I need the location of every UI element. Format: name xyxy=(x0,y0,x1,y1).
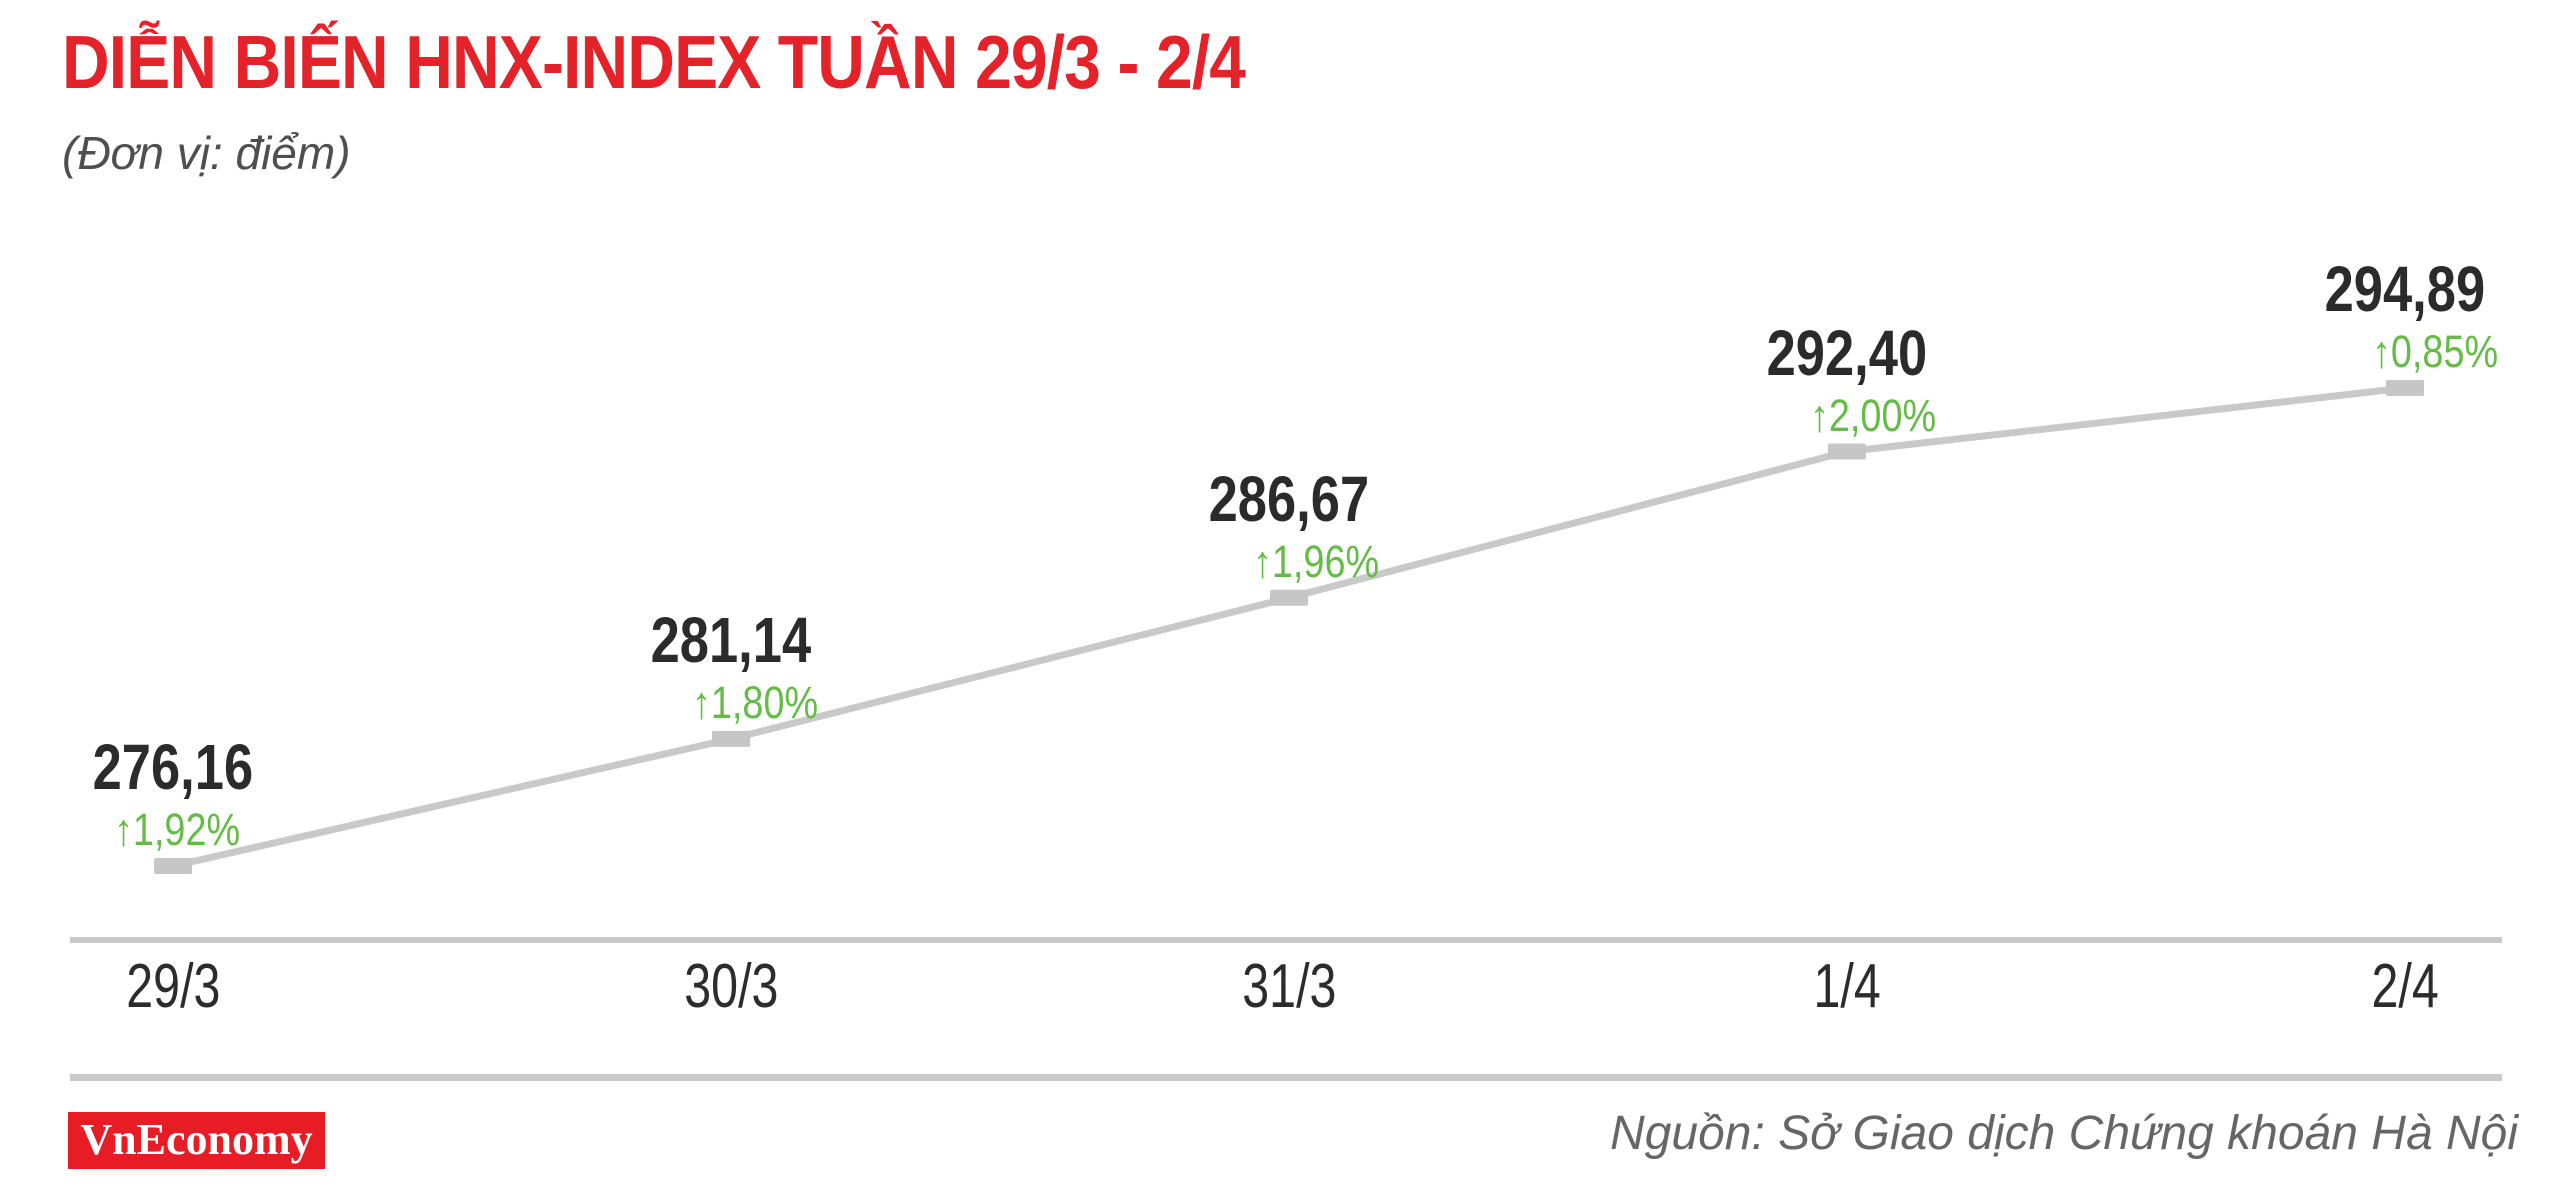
up-arrow-icon: ↑ xyxy=(1252,535,1272,587)
up-arrow-icon: ↑ xyxy=(2371,326,2391,377)
value-label: 292,40 xyxy=(1766,316,1928,389)
x-axis-label: 30/3 xyxy=(683,952,779,1021)
up-arrow-icon: ↑ xyxy=(1809,389,1829,441)
change-label: ↑2,00% xyxy=(1809,389,1937,441)
chart-unit-label: (Đơn vị: điểm) xyxy=(62,127,351,179)
source-credit: Nguồn: Sở Giao dịch Chứng khoán Hà Nội xyxy=(1610,1107,2518,1160)
x-axis-label: 31/3 xyxy=(1241,952,1337,1021)
x-axis-label: 2/4 xyxy=(2371,952,2439,1021)
chart-title: DIỄN BIẾN HNX-INDEX TUẦN 29/3 - 2/4 xyxy=(62,20,1246,104)
change-label: ↑1,80% xyxy=(691,676,819,728)
data-point-marker xyxy=(1270,589,1308,606)
up-arrow-icon: ↑ xyxy=(691,676,711,728)
x-axis-line xyxy=(70,937,2502,943)
value-label: 281,14 xyxy=(650,603,812,676)
change-label: ↑0,85% xyxy=(2371,326,2499,377)
change-label: ↑1,92% xyxy=(113,804,241,855)
value-label: 276,16 xyxy=(92,731,254,803)
x-axis-label: 1/4 xyxy=(1813,952,1881,1021)
change-label: ↑1,96% xyxy=(1252,535,1380,587)
data-point-marker xyxy=(712,730,750,747)
value-label: 294,89 xyxy=(2324,253,2486,325)
vneconomy-logo: VnEconomy xyxy=(68,1112,325,1169)
x-axis-label: 29/3 xyxy=(125,952,221,1021)
data-point-marker xyxy=(154,858,192,874)
value-label: 286,67 xyxy=(1208,462,1370,535)
data-point-marker xyxy=(2386,380,2424,396)
up-arrow-icon: ↑ xyxy=(113,804,133,855)
data-point-marker xyxy=(1828,443,1866,460)
footer-divider xyxy=(70,1074,2502,1081)
